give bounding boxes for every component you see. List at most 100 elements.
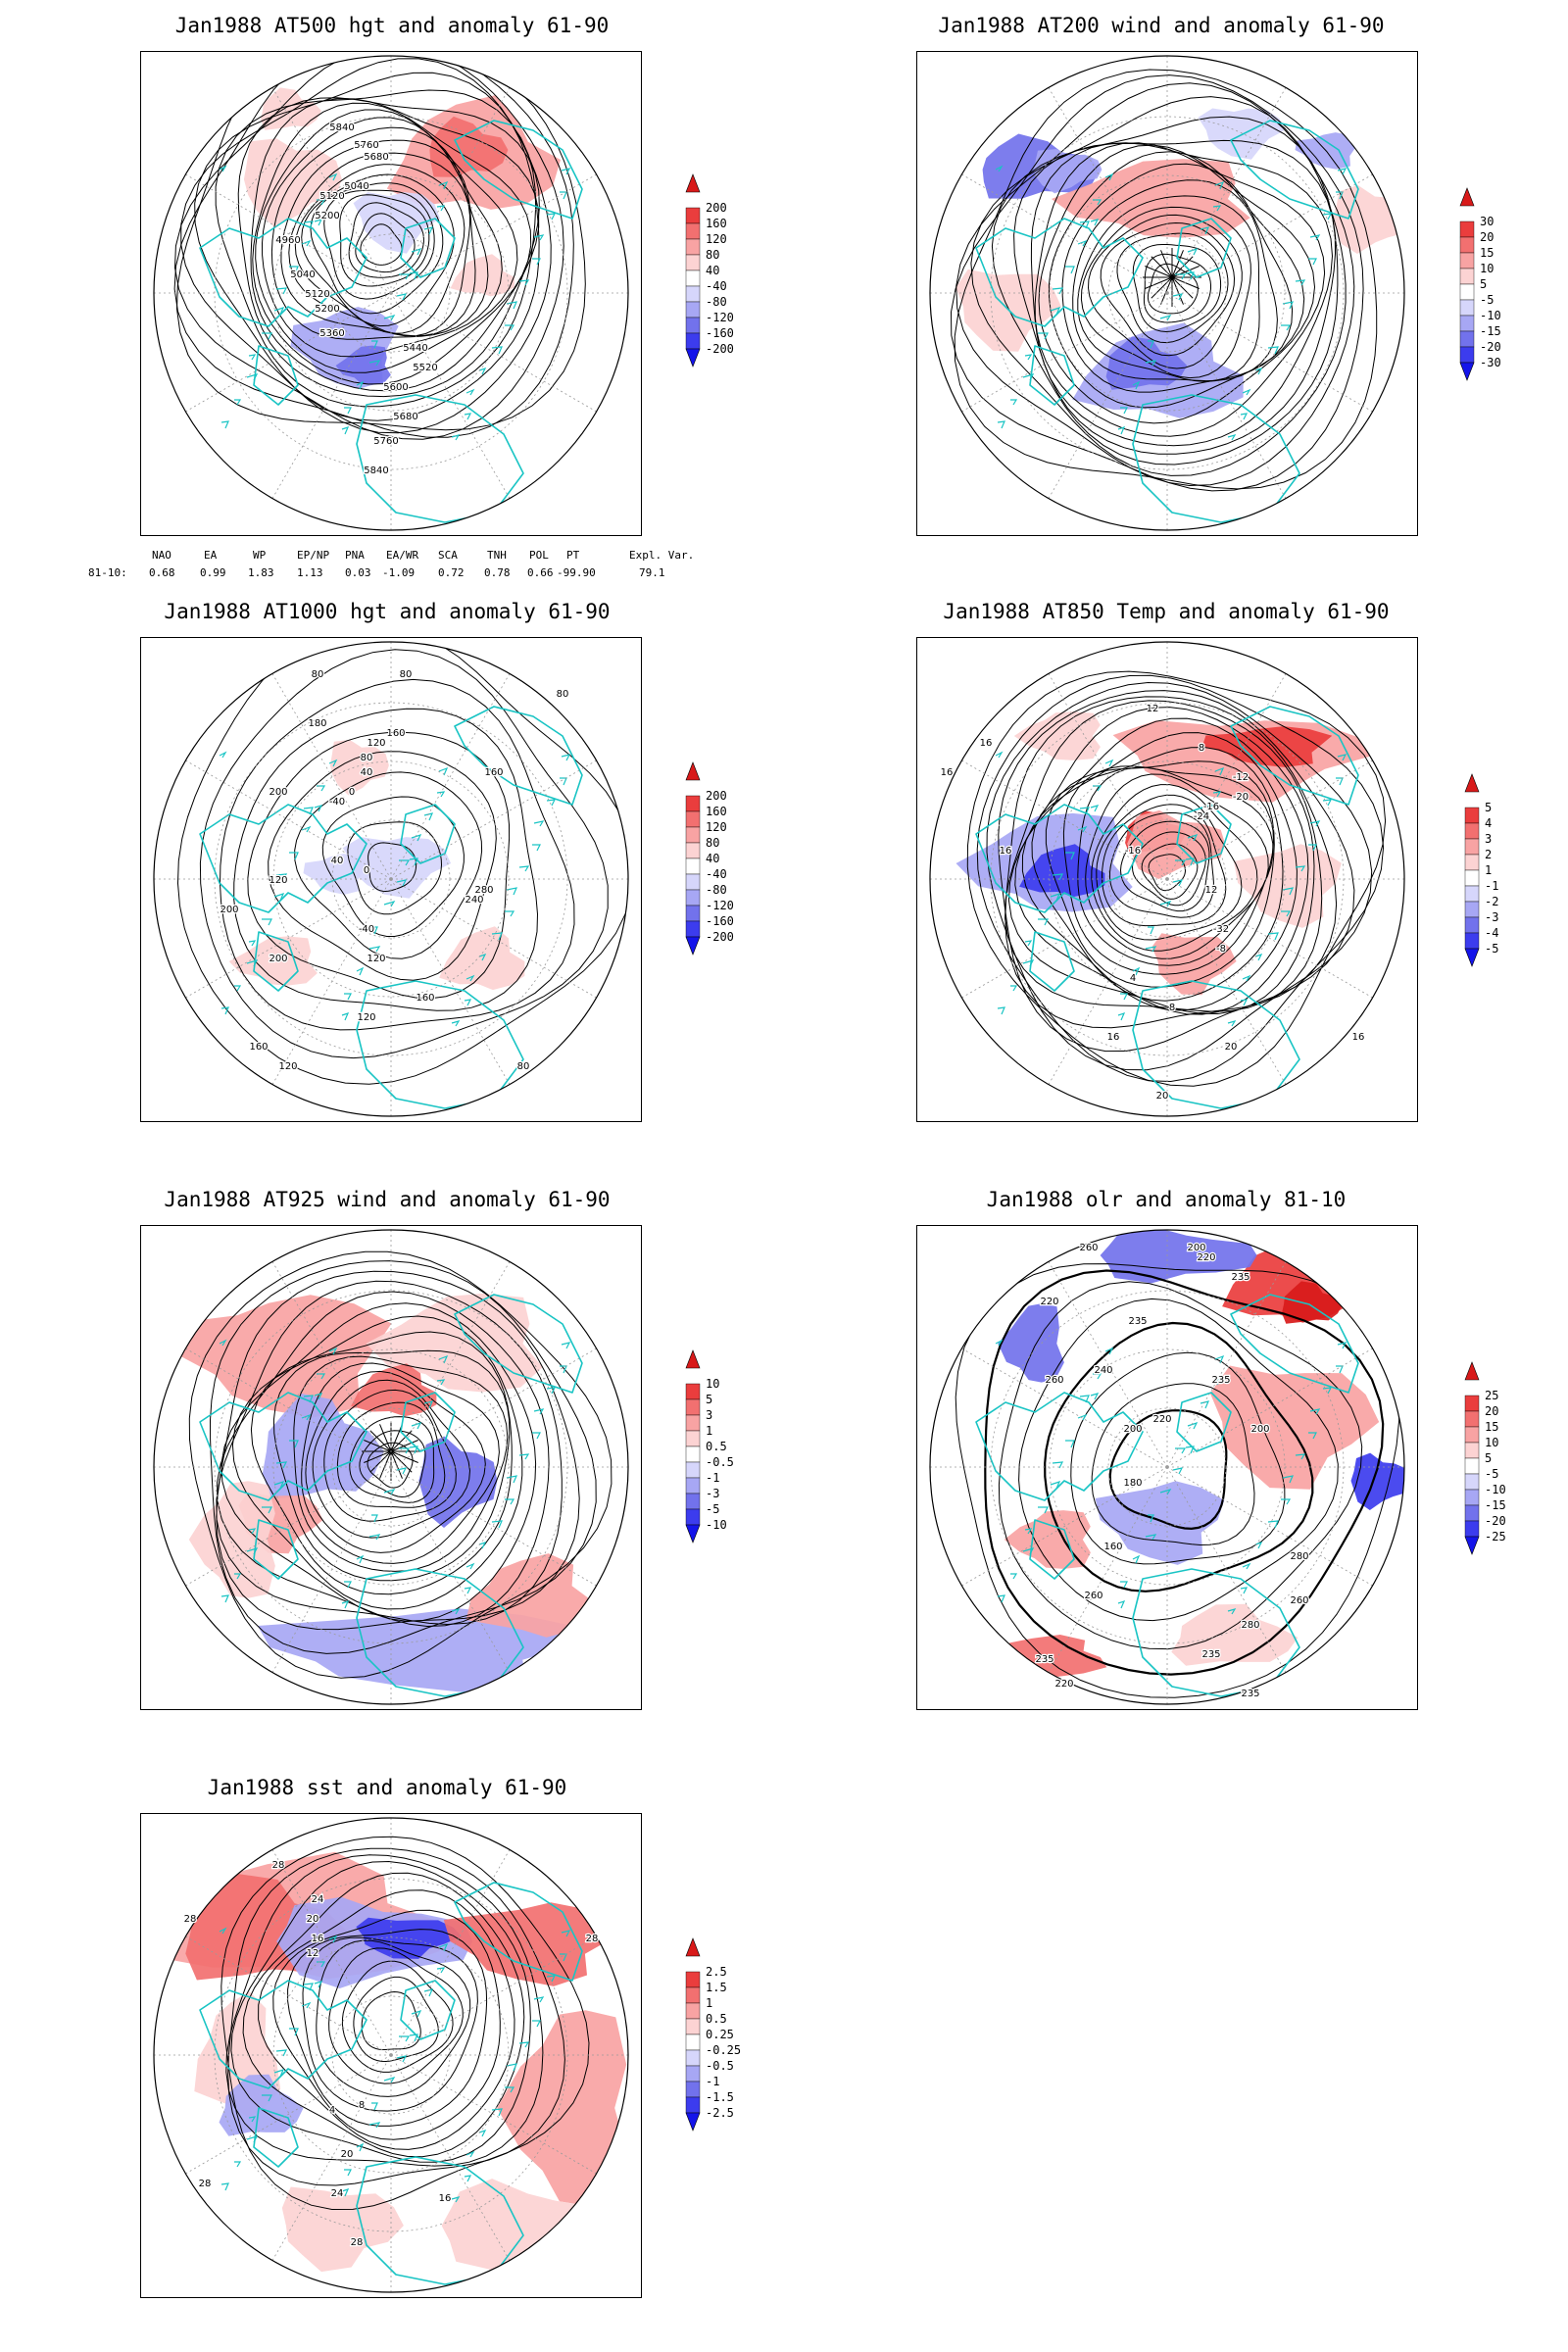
contour-label: 200 xyxy=(1250,1424,1269,1435)
contour-line xyxy=(984,1269,1385,1676)
colorbar-label: -5 xyxy=(706,1502,719,1516)
map-frame: 80 80 80 180 160 120 80 40 0 -40 160 200 120 40 200 280… xyxy=(140,637,642,1122)
contour-label: 260 xyxy=(1084,1591,1102,1601)
colorbar-segment xyxy=(685,1414,701,1432)
coastline-detail xyxy=(1337,754,1348,761)
contour-label: 12 xyxy=(307,1948,319,1959)
colorbar-segment xyxy=(685,332,701,350)
contour-label: 5040 xyxy=(290,270,315,280)
colorbar-label: 30 xyxy=(1480,215,1494,228)
coastline-detail xyxy=(436,1967,446,1974)
coastline-detail xyxy=(341,2188,350,2197)
meridian-line xyxy=(390,2054,511,2261)
coastline-detail xyxy=(1242,388,1251,396)
anomaly-shading xyxy=(281,2186,404,2273)
contour-line xyxy=(323,1389,457,1522)
coastline-detail xyxy=(1200,1400,1210,1409)
colorbar-label: -5 xyxy=(1480,293,1494,307)
coastline-detail xyxy=(409,1446,418,1454)
contour-label: 16 xyxy=(1352,1032,1365,1043)
colorbar-label: 0.5 xyxy=(706,1440,727,1453)
tele-value-epnp: 1.13 xyxy=(297,566,323,579)
contour-label: 4 xyxy=(1130,973,1136,984)
coastline-detail xyxy=(1079,1395,1090,1403)
colorbar-label: -200 xyxy=(706,930,734,944)
coastline-detail xyxy=(248,2116,257,2123)
streamline xyxy=(379,1424,392,1452)
map-boundary xyxy=(153,55,629,531)
contour-line xyxy=(280,139,476,337)
coastline-detail xyxy=(1052,1461,1064,1469)
contour-line xyxy=(1096,794,1243,941)
contour-line xyxy=(367,1442,414,1489)
coastline-detail xyxy=(1038,918,1049,926)
colorbar-label: -0.25 xyxy=(706,2043,741,2057)
colorbar-label: -120 xyxy=(706,311,734,324)
contour-label: 28 xyxy=(272,1860,285,1871)
contour-line xyxy=(242,1872,525,2158)
coastline-detail xyxy=(1010,399,1018,406)
map-content xyxy=(154,1230,628,1704)
colorbar-label: 40 xyxy=(706,852,719,865)
colorbar-segment xyxy=(685,2096,701,2114)
coastline-detail xyxy=(275,2049,288,2057)
contour-label: 40 xyxy=(331,856,344,866)
coastline-detail xyxy=(561,1342,571,1349)
coastline-detail xyxy=(1038,1506,1049,1514)
meridian-line xyxy=(961,760,1168,880)
coastline-detail xyxy=(546,1387,557,1395)
coastline-detail xyxy=(411,2009,422,2018)
contour-label: 80 xyxy=(361,753,373,763)
coastline xyxy=(454,120,583,220)
contour-label: 28 xyxy=(184,1914,197,1925)
coastline-detail xyxy=(1079,220,1090,229)
coastline-detail xyxy=(464,413,472,420)
coastline-detail xyxy=(220,1006,229,1015)
meridian-line xyxy=(271,1466,392,1673)
coastline-detail xyxy=(451,1020,461,1027)
tele-header-epnp: EP/NP xyxy=(297,549,330,562)
meridian-line xyxy=(390,878,511,1085)
coastline-detail xyxy=(518,1453,530,1460)
contour-label: 5520 xyxy=(413,363,437,373)
contour-line xyxy=(1070,1351,1286,1565)
coastline-detail xyxy=(371,340,378,349)
streamline xyxy=(390,1430,413,1452)
colorbar-label: -1 xyxy=(706,1471,719,1485)
contour-line xyxy=(1143,253,1211,323)
coastline-detail xyxy=(1010,985,1018,992)
coastline-detail xyxy=(491,1520,503,1529)
colorbar-segment xyxy=(1464,1442,1480,1459)
contour-label: 160 xyxy=(386,728,405,739)
meridian-line xyxy=(185,1936,392,2056)
coastline-detail xyxy=(491,346,503,355)
contour-line xyxy=(252,102,532,385)
meridian-line xyxy=(1166,878,1287,1085)
contour-line xyxy=(288,152,471,337)
meridian-line xyxy=(1048,1466,1168,1673)
contour-label: 40 xyxy=(361,767,373,778)
map-boundary xyxy=(929,641,1405,1117)
contour-label: 260 xyxy=(1290,1595,1308,1606)
contour-label: -32 xyxy=(1213,924,1229,935)
coastline-detail xyxy=(273,893,285,902)
coastline-detail xyxy=(1090,219,1100,226)
coastline-detail xyxy=(383,1488,396,1495)
colorbar-segment xyxy=(685,842,701,859)
coastline-detail xyxy=(368,1534,381,1541)
colorbar-segment xyxy=(1464,1457,1480,1475)
colorbar-segment xyxy=(1464,1520,1480,1538)
anomaly-shading xyxy=(1209,1365,1380,1490)
contour-line xyxy=(173,56,564,440)
coastline-detail xyxy=(303,807,314,815)
contour-line xyxy=(355,213,416,273)
anomaly-shading xyxy=(243,138,342,227)
colorbar-svg: 25 20 15 10 5 -5 -10 -15 -20 -25 xyxy=(1464,1361,1506,1555)
contour-label: 5840 xyxy=(329,122,354,133)
colorbar-segment xyxy=(1464,807,1480,824)
colorbar-segment xyxy=(1464,1473,1480,1491)
colorbar-segment xyxy=(1459,236,1475,254)
streamline xyxy=(1151,256,1173,278)
colorbar-segment xyxy=(685,873,701,891)
meridian-line xyxy=(185,760,392,880)
